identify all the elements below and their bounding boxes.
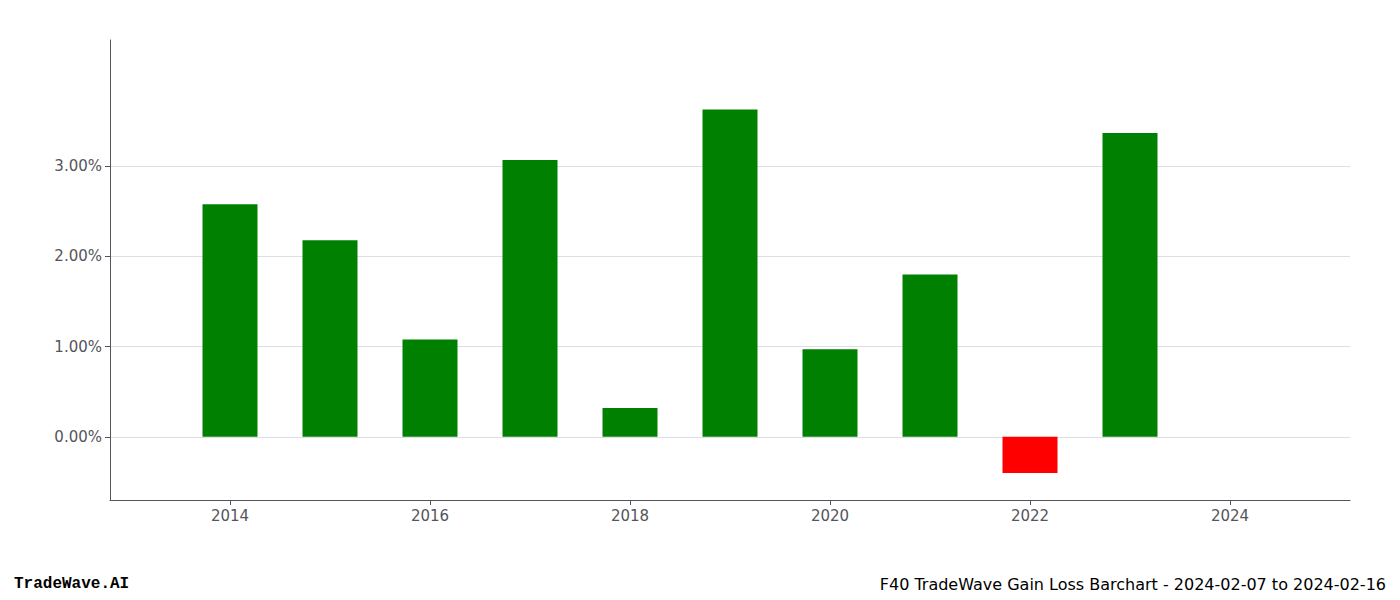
svg-text:TradeWave.AI: TradeWave.AI	[14, 575, 129, 593]
svg-text:2.00%: 2.00%	[54, 247, 102, 265]
svg-text:2022: 2022	[1011, 507, 1049, 525]
svg-text:1.00%: 1.00%	[54, 338, 102, 356]
svg-text:2024: 2024	[1211, 507, 1249, 525]
svg-text:2018: 2018	[611, 507, 649, 525]
svg-text:0.00%: 0.00%	[54, 428, 102, 446]
svg-text:3.00%: 3.00%	[54, 157, 102, 175]
svg-text:2014: 2014	[211, 507, 249, 525]
svg-text:F40 TradeWave Gain Loss Barcha: F40 TradeWave Gain Loss Barchart - 2024-…	[880, 575, 1386, 594]
svg-text:2016: 2016	[411, 507, 449, 525]
svg-text:2020: 2020	[811, 507, 849, 525]
